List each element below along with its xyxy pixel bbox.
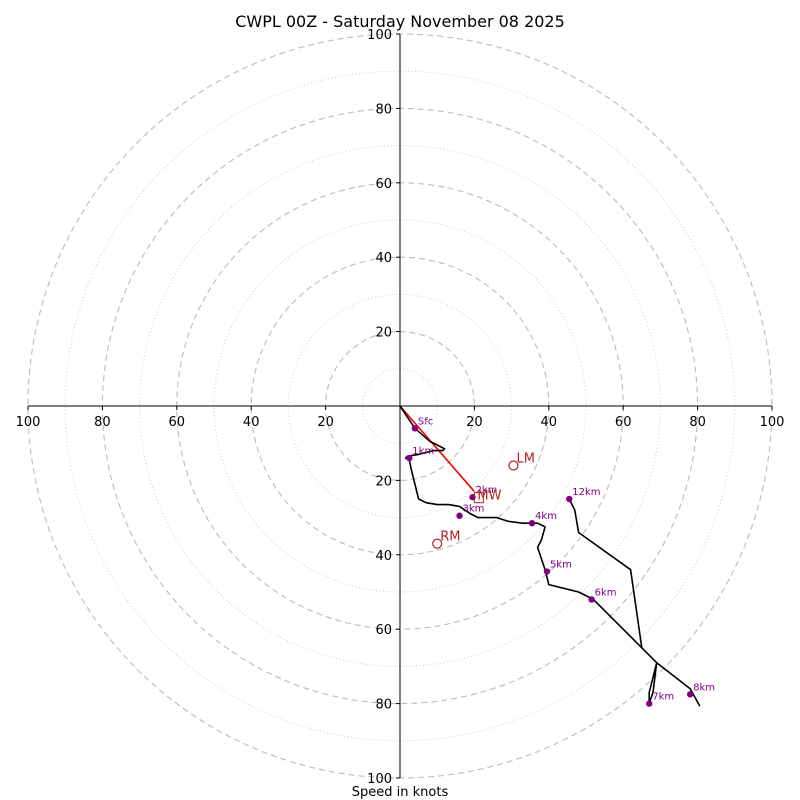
x-tick-label: 20 [466,415,483,430]
x-tick-label: 80 [689,415,706,430]
x-tick-label: 80 [94,415,111,430]
x-tick-label: 40 [541,415,558,430]
height-marker-Sfc [411,425,419,432]
y-tick-label: 40 [375,251,392,266]
hodograph-line [399,405,701,707]
height-label-6km: 6km [595,587,617,598]
height-label-2km: 2km [476,485,498,496]
y-tick-label: 100 [367,772,392,787]
x-tick-label: 40 [243,415,260,430]
height-marker-4km [528,519,536,527]
storm-marker-LM [508,460,519,471]
x-tick-label: 100 [760,415,785,430]
storm-motion-markers: LM RM MW [432,452,535,549]
y-tick-label: 60 [375,623,392,638]
height-marker-7km [646,700,653,707]
chart-title: CWPL 00Z - Saturday November 08 2025 [235,12,565,31]
height-label-4km: 4km [535,511,557,522]
height-label-8km: 8km [693,682,715,693]
y-tick-label: 60 [375,177,392,192]
storm-label-RM: RM [440,530,460,545]
x-axis-label: Speed in knots [352,785,449,800]
height-marker-1km [406,454,413,462]
height-label-5km: 5km [550,560,572,571]
height-marker-12km [566,495,573,503]
y-tick-label: 80 [375,102,392,117]
hodograph-traces [399,405,701,707]
y-tick-label: 80 [375,698,392,713]
height-label-Sfc: Sfc [418,416,433,427]
y-tick-label: 20 [375,326,392,341]
height-marker-5km [543,568,551,575]
y-tick-label: 20 [375,474,392,489]
x-tick-label: 60 [615,415,632,430]
height-label-7km: 7km [652,692,674,703]
height-markers: Sfc 1km 2km 3km 4km 5km 6km 7km 8km 12km [406,416,715,707]
tick-labels: 20 40 60 80 100 100 80 60 40 20 20 40 60 80 100 20 40 60 8… [16,28,785,787]
height-marker-3km [456,512,463,519]
y-tick-label: 40 [375,549,392,564]
x-tick-label: 20 [317,415,334,430]
storm-label-LM: LM [516,452,534,467]
storm-marker-RM [432,538,443,549]
height-marker-6km [588,596,595,603]
x-tick-label: 100 [16,415,41,430]
storm-label-MW: MW [477,489,501,504]
storm-marker-MW [473,492,484,504]
height-label-12km: 12km [572,487,600,498]
height-label-3km: 3km [463,504,485,515]
height-marker-8km [686,691,694,698]
y-tick-label: 100 [367,28,392,43]
height-label-1km: 1km [412,446,434,457]
shear-vector-line [399,405,476,493]
x-tick-label: 60 [169,415,186,430]
